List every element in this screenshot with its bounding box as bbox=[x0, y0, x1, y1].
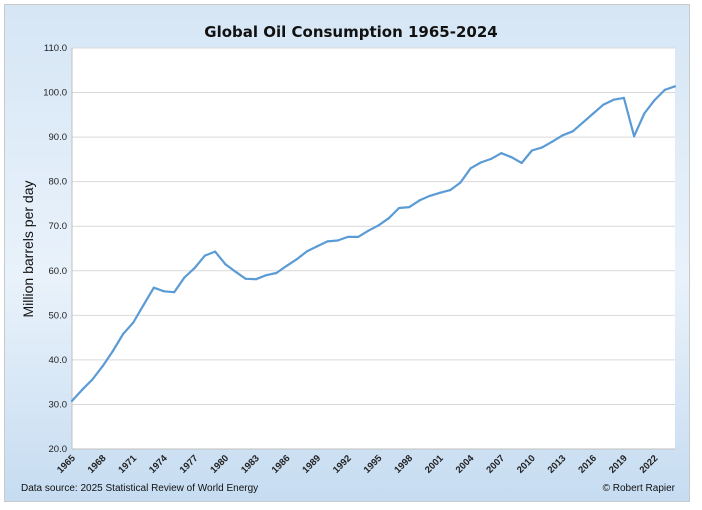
data-point bbox=[305, 250, 309, 253]
data-point bbox=[510, 156, 513, 159]
data-point bbox=[254, 278, 258, 281]
copyright-note: © Robert Rapier bbox=[602, 483, 675, 494]
y-tick-label: 30.0 bbox=[49, 399, 68, 410]
data-point bbox=[500, 152, 503, 155]
data-point bbox=[346, 235, 350, 239]
data-point bbox=[173, 291, 176, 294]
data-point bbox=[581, 121, 585, 124]
x-tick-label: 1965 bbox=[55, 453, 78, 476]
x-tick-label: 2010 bbox=[515, 453, 538, 476]
data-source-note: Data source: 2025 Statistical Review of … bbox=[21, 483, 259, 494]
data-point bbox=[162, 290, 166, 293]
data-point bbox=[663, 88, 666, 91]
data-point bbox=[275, 271, 278, 275]
data-point bbox=[193, 267, 196, 270]
data-point bbox=[438, 191, 442, 194]
x-tick-label: 2004 bbox=[454, 453, 477, 476]
x-tick-label: 1974 bbox=[147, 453, 170, 476]
data-point bbox=[142, 303, 145, 307]
line-chart: Global Oil Consumption 1965-2024 20.0 30.… bbox=[20, 23, 677, 476]
data-point bbox=[449, 189, 452, 192]
data-point bbox=[357, 235, 360, 239]
data-point bbox=[520, 161, 523, 165]
data-point bbox=[418, 199, 421, 202]
x-tick-label: 1986 bbox=[270, 453, 293, 476]
x-tick-label: 2019 bbox=[607, 453, 630, 476]
x-tick-label: 1992 bbox=[331, 453, 354, 476]
chart-frame: Global Oil Consumption 1965-2024 20.0 30.… bbox=[4, 4, 690, 502]
y-tick-label: 110.0 bbox=[44, 43, 67, 54]
data-point bbox=[592, 112, 595, 115]
series-line bbox=[71, 85, 676, 402]
data-point bbox=[428, 194, 431, 198]
chart-title: Global Oil Consumption 1965-2024 bbox=[204, 23, 497, 41]
data-point bbox=[367, 229, 370, 232]
data-point bbox=[265, 274, 268, 277]
data-point bbox=[530, 149, 534, 152]
data-point bbox=[408, 205, 411, 209]
data-point bbox=[377, 224, 380, 227]
x-tick-label: 1971 bbox=[116, 453, 139, 476]
data-point bbox=[571, 130, 574, 133]
plot-area bbox=[72, 48, 675, 449]
data-point bbox=[91, 378, 94, 381]
data-point bbox=[397, 206, 401, 210]
data-point bbox=[122, 332, 125, 336]
data-point bbox=[653, 99, 656, 102]
x-tick-label: 1998 bbox=[392, 453, 415, 476]
data-point bbox=[541, 146, 544, 149]
data-point bbox=[81, 388, 84, 391]
x-tick-label: 2013 bbox=[546, 453, 569, 476]
data-point bbox=[551, 140, 554, 143]
data-point bbox=[101, 365, 104, 368]
y-tick-label: 70.0 bbox=[49, 221, 68, 232]
x-tick-label: 1989 bbox=[300, 453, 323, 476]
data-point bbox=[602, 103, 605, 106]
data-point bbox=[234, 270, 237, 273]
x-tick-label: 1980 bbox=[208, 453, 231, 476]
y-axis-label: Million barrels per day bbox=[20, 181, 36, 318]
data-point bbox=[612, 98, 615, 101]
data-point bbox=[316, 245, 319, 248]
y-tick-label: 80.0 bbox=[49, 177, 68, 188]
x-tick-label: 2001 bbox=[423, 453, 446, 476]
data-point bbox=[633, 135, 636, 138]
data-point bbox=[183, 276, 186, 279]
data-point bbox=[459, 181, 462, 184]
x-tick-label: 1968 bbox=[86, 453, 109, 476]
data-point bbox=[132, 321, 135, 324]
x-tick-label: 2007 bbox=[484, 453, 507, 476]
y-tick-label: 40.0 bbox=[49, 355, 68, 366]
data-point bbox=[469, 167, 472, 170]
y-tick-label: 20.0 bbox=[49, 444, 68, 455]
data-point bbox=[336, 239, 339, 242]
data-point bbox=[326, 240, 329, 243]
data-point bbox=[479, 161, 482, 164]
data-point bbox=[70, 399, 74, 402]
data-point bbox=[673, 85, 677, 88]
x-tick-label: 2016 bbox=[576, 453, 599, 476]
data-point bbox=[643, 112, 646, 115]
data-point bbox=[622, 96, 625, 100]
data-point bbox=[152, 286, 155, 289]
y-tick-label: 90.0 bbox=[49, 132, 68, 143]
x-tick-label: 1983 bbox=[239, 453, 262, 476]
data-point bbox=[295, 258, 298, 261]
data-point bbox=[387, 217, 390, 220]
x-tick-label: 1977 bbox=[178, 453, 201, 476]
y-tick-label: 100.0 bbox=[43, 88, 67, 99]
x-tick-label: 2022 bbox=[638, 453, 661, 476]
data-point bbox=[203, 254, 206, 257]
data-point bbox=[489, 157, 493, 161]
data-point bbox=[111, 349, 114, 353]
data-point bbox=[213, 250, 217, 253]
data-point bbox=[285, 264, 288, 267]
y-tick-label: 60.0 bbox=[49, 266, 68, 277]
y-tick-label: 50.0 bbox=[49, 310, 68, 321]
data-point bbox=[224, 262, 227, 266]
x-tick-label: 1995 bbox=[362, 453, 385, 476]
data-point bbox=[561, 134, 564, 137]
data-point bbox=[244, 277, 247, 280]
